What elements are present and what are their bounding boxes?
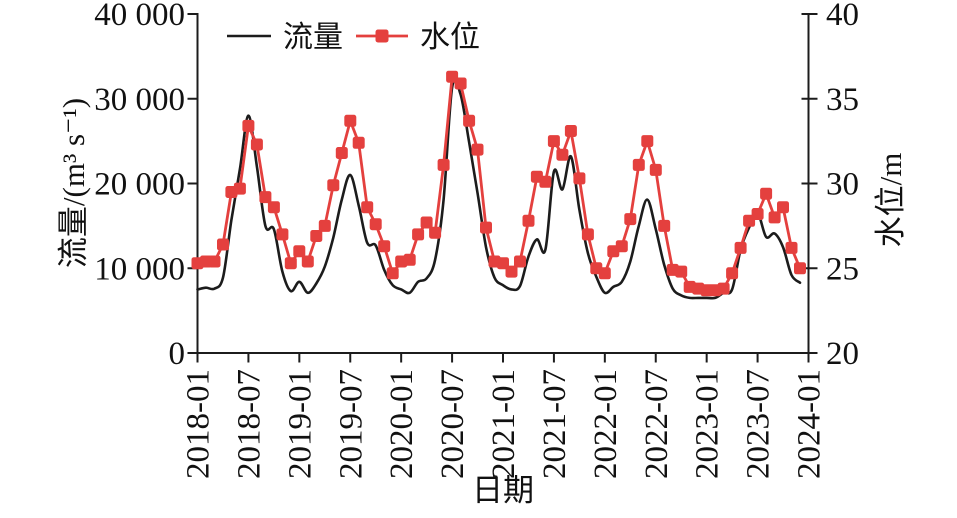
x-axis-tick-label: 2019-01	[282, 369, 318, 479]
level-series-marker	[641, 135, 654, 148]
legend: 流量 水位	[227, 21, 480, 54]
left-axis-tick-label: 0	[169, 336, 186, 372]
x-axis-tick-label: 2021-07	[537, 369, 573, 479]
level-series-marker	[412, 228, 425, 241]
level-series-marker	[751, 208, 764, 220]
level-series-marker	[726, 267, 739, 280]
x-axis-tick-label: 2021-01	[486, 369, 522, 479]
level-series-marker	[454, 77, 467, 90]
x-axis-title: 日期	[472, 473, 534, 508]
x-axis-tick-label: 2023-01	[690, 369, 726, 479]
level-series-marker	[581, 228, 594, 241]
level-series-marker	[429, 226, 442, 239]
x-axis-tick-label: 2023-07	[741, 369, 777, 479]
level-series-marker	[208, 255, 221, 268]
level-series-marker	[734, 241, 747, 254]
level-series-marker	[437, 158, 450, 171]
level-series-marker	[760, 187, 773, 200]
level-series-marker	[301, 255, 314, 268]
level-series-marker	[242, 119, 255, 132]
level-series-marker	[768, 211, 781, 224]
level-series-marker	[267, 201, 280, 214]
level-series-marker	[284, 257, 297, 270]
level-series-marker	[547, 135, 560, 148]
right-axis-tick-label: 40	[826, 0, 859, 33]
level-series-marker	[556, 148, 569, 161]
level-series-marker	[777, 201, 789, 214]
x-axis-tick-label: 2019-07	[333, 369, 369, 479]
x-axis-tick-label: 2022-07	[639, 369, 675, 479]
level-series-marker	[471, 143, 484, 156]
x-axis-tick-label: 2018-01	[181, 369, 217, 479]
level-series-marker	[632, 158, 645, 171]
level-series-marker	[522, 214, 535, 227]
level-series-marker	[233, 182, 246, 195]
level-series-marker	[327, 179, 340, 192]
x-axis-tick-label: 2024-01	[792, 369, 828, 479]
level-series-marker	[403, 253, 416, 266]
level-series-marker	[785, 241, 798, 254]
x-axis-tick-label: 2020-07	[435, 369, 471, 479]
level-series-marker	[420, 216, 433, 229]
flow-legend-label: 流量	[283, 21, 343, 54]
left-axis-tick-label: 10 000	[94, 251, 185, 287]
level-series-marker	[514, 255, 526, 268]
x-axis-tick-label: 2018-07	[231, 369, 267, 479]
level-series-marker	[344, 114, 357, 127]
level-series-marker	[658, 219, 671, 232]
flow-series-line	[196, 78, 802, 300]
x-axis-tick-label: 2020-01	[384, 369, 420, 479]
right-axis-tick-label: 35	[826, 82, 859, 118]
level-series-marker	[794, 262, 806, 275]
level-series-marker	[293, 245, 306, 258]
level-series-marker	[318, 219, 331, 232]
level-series-marker	[361, 201, 374, 214]
right-axis-tick-label: 25	[826, 251, 859, 287]
level-series-marker	[352, 136, 365, 149]
level-series-marker	[369, 218, 382, 231]
level-series-marker	[480, 221, 492, 234]
level-series-marker	[717, 282, 730, 295]
level-series-marker	[259, 191, 272, 204]
level-series-marker	[378, 240, 391, 253]
level-series-marker	[598, 267, 611, 280]
left-axis-title: 流量/(m³ s⁻¹)	[56, 98, 91, 268]
level-series-marker	[675, 265, 688, 278]
level-series-marker	[539, 175, 552, 188]
level-series-marker	[573, 172, 586, 185]
left-axis-tick-label: 30 000	[94, 82, 185, 118]
level-series-marker	[497, 257, 509, 270]
right-axis-title: 水位/m	[873, 153, 908, 248]
right-axis-tick-label: 20	[826, 336, 859, 372]
level-square-marker-icon	[375, 29, 389, 43]
plot-area: 0 10 000 20 000 30 000 40 000 20 25 30 35 40 2018-…	[94, 0, 859, 479]
level-series-marker	[386, 267, 399, 280]
right-axis-tick-label: 30	[826, 167, 859, 203]
level-series-marker	[624, 213, 637, 226]
level-series-marker	[649, 163, 662, 176]
left-axis-tick-label: 40 000	[94, 0, 185, 33]
level-series-marker	[276, 228, 289, 241]
level-series-marker	[615, 240, 628, 253]
level-legend-label: 水位	[420, 21, 480, 54]
level-series-marker	[250, 138, 263, 151]
level-series-marker	[310, 230, 323, 242]
x-axis-tick-label: 2022-01	[588, 369, 624, 479]
level-series-marker	[463, 114, 476, 127]
level-series-marker	[505, 265, 518, 278]
left-axis-tick-label: 20 000	[94, 167, 185, 203]
level-series-marker	[217, 238, 229, 251]
level-series-marker	[335, 147, 348, 159]
level-series-marker	[564, 125, 577, 137]
